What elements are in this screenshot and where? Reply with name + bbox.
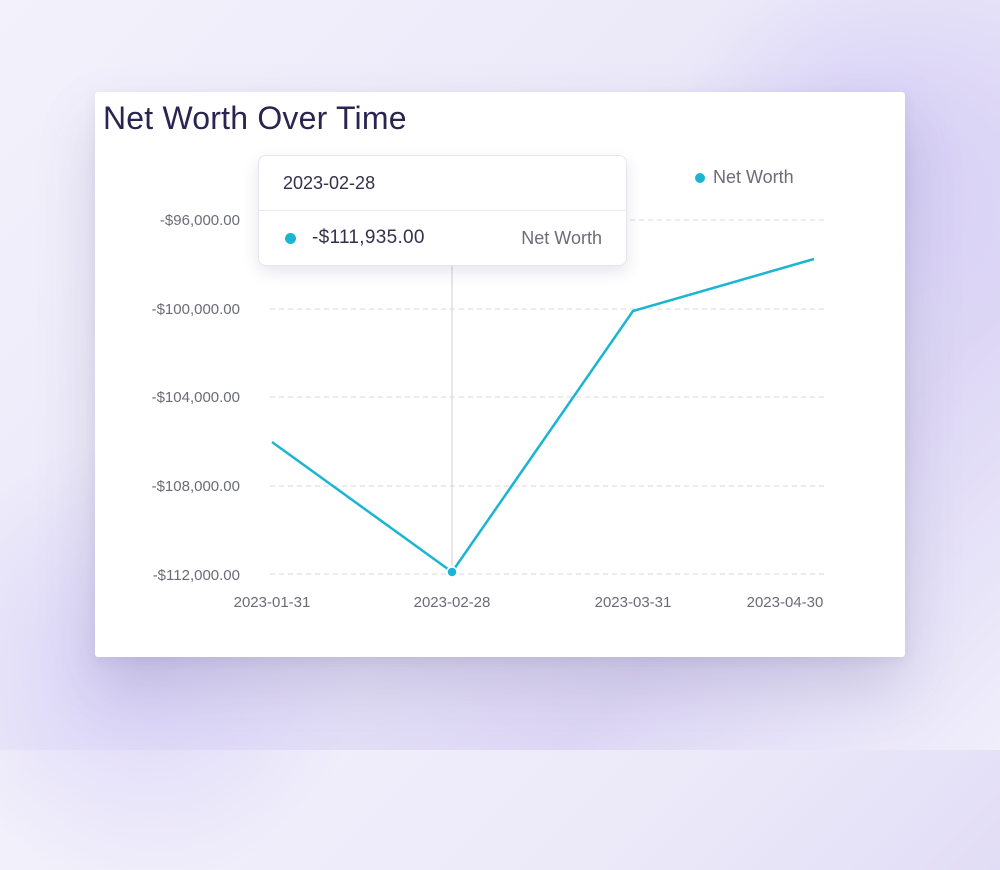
x-axis-ticks: 2023-01-31 2023-02-28 2023-03-31 2023-04… <box>234 594 824 611</box>
x-tick: 2023-03-31 <box>595 594 672 611</box>
tooltip-value: -$111,935.00 <box>312 227 425 248</box>
tooltip-row: -$111,935.00 Net Worth <box>259 211 626 265</box>
y-tick: -$112,000.00 <box>153 567 240 584</box>
legend-label: Net Worth <box>713 167 794 187</box>
legend-dot-icon <box>695 172 705 183</box>
x-tick: 2023-01-31 <box>234 594 311 611</box>
chart-tooltip: 2023-02-28 -$111,935.00 Net Worth <box>258 155 627 266</box>
net-worth-line[interactable] <box>271 257 815 574</box>
line-chart: -$96,000.00 -$100,000.00 -$104,000.00 -$… <box>152 212 825 611</box>
y-tick: -$104,000.00 <box>152 389 240 406</box>
y-tick: -$96,000.00 <box>160 212 240 229</box>
chart-card: Net Worth Over Time -$96,000.00 -$100,00… <box>95 92 905 657</box>
x-tick: 2023-02-28 <box>414 594 491 611</box>
tooltip-date: 2023-02-28 <box>259 156 626 211</box>
chart-legend[interactable]: Net Worth <box>695 167 794 188</box>
series-dot-icon <box>285 232 296 244</box>
chart-title: Net Worth Over Time <box>103 100 407 136</box>
y-tick: -$100,000.00 <box>152 301 240 318</box>
x-tick: 2023-04-30 <box>747 594 824 611</box>
tooltip-series-name: Net Worth <box>521 227 602 248</box>
y-axis-ticks: -$96,000.00 -$100,000.00 -$104,000.00 -$… <box>152 212 240 584</box>
gridlines <box>270 219 825 575</box>
y-tick: -$108,000.00 <box>152 478 240 495</box>
active-data-point[interactable] <box>446 566 458 578</box>
